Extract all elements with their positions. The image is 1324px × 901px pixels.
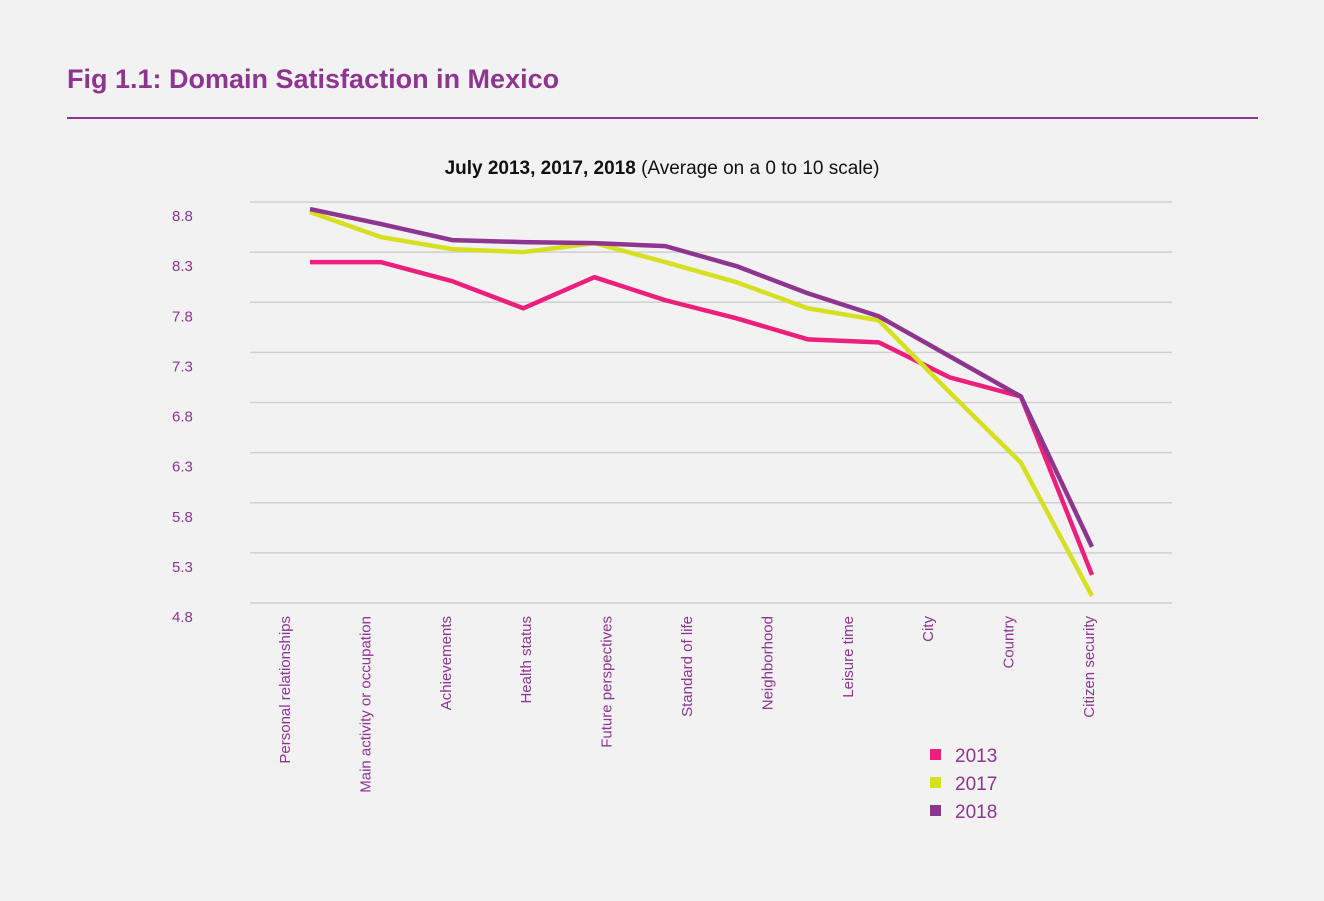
- series-line-2017: [309, 209, 1094, 598]
- x-tick-label: Main activity or occupation: [357, 616, 374, 793]
- x-tick-label: Standard of life: [679, 616, 696, 717]
- y-tick-label: 4.8: [172, 609, 193, 626]
- x-tick-label: Country: [1001, 616, 1018, 669]
- figure-title: Fig 1.1: Domain Satisfaction in Mexico: [67, 64, 560, 94]
- title-divider: [67, 117, 1258, 119]
- series-line-2018: [309, 206, 1095, 548]
- x-tick-label: Achievements: [438, 616, 455, 710]
- x-tick-label: Health status: [518, 616, 535, 704]
- legend-label-2013: 2013: [955, 746, 997, 767]
- x-tick-label: City: [920, 616, 937, 642]
- y-tick-label: 6.8: [172, 409, 193, 426]
- legend-label-2018: 2018: [955, 802, 997, 823]
- chart-title-rest: (Average on a 0 to 10 scale): [641, 158, 880, 179]
- y-tick-label: 5.8: [172, 509, 193, 526]
- x-tick-label: Neighborhood: [759, 616, 776, 710]
- series-line-2013: [310, 259, 1095, 576]
- legend-swatch-2013: [930, 749, 941, 760]
- legend-swatch-2017: [930, 777, 941, 788]
- y-tick-label: 8.3: [172, 258, 193, 275]
- y-tick-label: 8.8: [172, 208, 193, 225]
- x-tick-label: Personal relationships: [277, 616, 294, 764]
- chart-title-bold: July 2013, 2017, 2018: [444, 158, 636, 179]
- y-tick-label: 7.3: [172, 358, 193, 375]
- x-tick-label: Leisure time: [840, 616, 857, 698]
- chart-title: July 2013, 2017, 2018 (Average on a 0 to…: [0, 158, 1324, 180]
- y-tick-label: 5.3: [172, 559, 193, 576]
- x-tick-label: Citizen security: [1081, 616, 1098, 718]
- legend-label-2017: 2017: [955, 774, 997, 795]
- y-tick-label: 7.8: [172, 308, 193, 325]
- x-tick-label: Future perspectives: [599, 616, 616, 748]
- y-tick-label: 6.3: [172, 459, 193, 476]
- legend-swatch-2018: [930, 805, 941, 816]
